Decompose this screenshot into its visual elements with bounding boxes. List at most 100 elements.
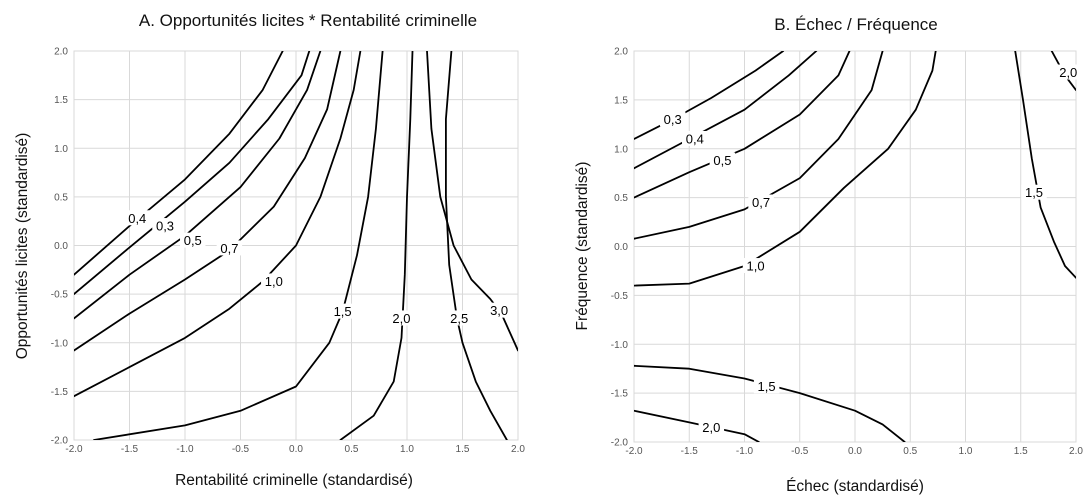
contour-line [339, 51, 414, 440]
contour-labels: 0,3 0,4 0,5 0,7 1,0 1,5 2,0 1,5 2,0 [659, 64, 1082, 435]
x-tick-label: 1.5 [456, 444, 470, 455]
panel-a: A. Opportunités licites * Rentabilité cr… [14, 11, 525, 489]
contour-line [74, 51, 311, 295]
y-tick-label: 0.5 [614, 193, 628, 204]
contour-label-bg [446, 310, 472, 326]
x-tick-label: -2.0 [65, 444, 83, 455]
contour-label-bg [486, 302, 512, 318]
contour-label-bg [124, 210, 151, 226]
contour-label-bg [698, 419, 725, 435]
x-tick-label: 2.0 [511, 444, 525, 455]
contour-label: 0,5 [184, 233, 202, 248]
gridlines [633, 50, 1077, 443]
contour-label: 2,0 [702, 420, 720, 435]
x-tick-label: 1.5 [1014, 446, 1028, 457]
contour-label-bg [709, 152, 736, 168]
x-tick-label: -1.0 [176, 444, 194, 455]
contour-lines [634, 51, 1076, 442]
y-tick-label: 0.5 [54, 192, 68, 203]
contour-label: 0,3 [156, 219, 174, 234]
y-tick-label: 2.0 [54, 47, 68, 58]
contour-label: 0,3 [664, 112, 682, 127]
x-axis-label: Rentabilité criminelle (standardisé) [175, 472, 413, 489]
plot-area [73, 50, 519, 441]
contour-label-bg [748, 194, 774, 210]
contour-line [74, 51, 342, 352]
y-tick-label: -1.5 [51, 387, 69, 398]
contour-label: 1,5 [1025, 185, 1043, 200]
contour-label-bg [152, 218, 178, 234]
y-tick-label: 0.0 [614, 242, 628, 253]
y-tick-label: 1.5 [614, 95, 628, 106]
contour-label-bg [180, 232, 206, 248]
y-tick-label: -1.0 [51, 338, 69, 349]
contour-label: 0,4 [128, 211, 146, 226]
contour-label-bg [659, 111, 686, 127]
x-tick-label: 1.0 [959, 446, 973, 457]
contour-label-bg [682, 130, 708, 146]
x-tick-label: 0.0 [289, 444, 303, 455]
contour-line [634, 364, 906, 442]
x-tick-label: 1.0 [400, 444, 414, 455]
x-tick-label: -0.5 [791, 446, 809, 457]
y-tick-label: 2.0 [614, 47, 628, 58]
contour-line [74, 51, 284, 276]
contour-label: 2,0 [1059, 65, 1077, 80]
y-tick-label: 1.0 [614, 144, 628, 155]
contour-label-bg [329, 303, 356, 319]
contour-line [634, 51, 851, 199]
contour-label: 1,5 [758, 379, 776, 394]
contour-label-bg [753, 378, 780, 394]
contour-label-bg [742, 258, 769, 274]
contour-label-bg [1021, 184, 1047, 200]
y-tick-label: -1.5 [611, 389, 629, 400]
contour-label: 0,5 [713, 153, 731, 168]
chart-title: B. Échec / Fréquence [774, 15, 937, 34]
x-tick-label: 0.0 [848, 446, 862, 457]
contour-label: 2,5 [450, 311, 468, 326]
contour-lines [74, 51, 518, 440]
x-tick-label: -1.5 [121, 444, 139, 455]
y-tick-label: -2.0 [51, 436, 69, 447]
chart-title: A. Opportunités licites * Rentabilité cr… [139, 11, 477, 30]
y-axis-label: Fréquence (standardisé) [574, 162, 591, 331]
contour-label-bg [1055, 64, 1082, 80]
contour-label-bg [216, 240, 243, 256]
y-tick-label: -0.5 [51, 290, 69, 301]
plot-area [633, 50, 1077, 443]
contour-label: 3,0 [490, 303, 508, 318]
x-tick-label: -1.5 [681, 446, 699, 457]
contour-label-bg [388, 310, 415, 326]
contour-line [74, 51, 362, 398]
contour-label: 2,0 [392, 311, 410, 326]
contour-label: 1,0 [265, 274, 283, 289]
contour-line [634, 51, 884, 240]
y-tick-label: 0.0 [54, 241, 68, 252]
y-tick-label: -0.5 [611, 291, 629, 302]
contour-label: 1,5 [334, 304, 352, 319]
y-tick-label: 1.5 [54, 95, 68, 106]
contour-line [634, 51, 785, 140]
contour-label: 0,7 [220, 241, 238, 256]
contour-line [634, 409, 760, 442]
contour-line [1014, 51, 1076, 279]
x-tick-label: -2.0 [625, 446, 643, 457]
contour-label-bg [261, 273, 287, 289]
y-tick-label: -1.0 [611, 340, 629, 351]
x-tick-label: 0.5 [345, 444, 359, 455]
contour-labels: 0,4 0,3 0,5 0,7 1,0 1,5 2,0 2,5 3,0 [124, 210, 512, 326]
contour-label: 1,0 [747, 259, 765, 274]
y-axis-label: Opportunités licites (standardisé) [14, 133, 31, 360]
panel-b: B. Échec / Fréquence Échec (standardisé)… [574, 15, 1083, 495]
x-tick-label: 0.5 [903, 446, 917, 457]
contour-label: 0,4 [686, 131, 704, 146]
y-tick-label: 1.0 [54, 144, 68, 155]
x-tick-label: 2.0 [1069, 446, 1083, 457]
y-tick-label: -2.0 [611, 438, 629, 449]
x-tick-label: -0.5 [232, 444, 250, 455]
contour-line [74, 51, 322, 320]
x-axis-label: Échec (standardisé) [786, 478, 924, 495]
contour-line [93, 51, 384, 440]
contour-label: 0,7 [752, 195, 770, 210]
